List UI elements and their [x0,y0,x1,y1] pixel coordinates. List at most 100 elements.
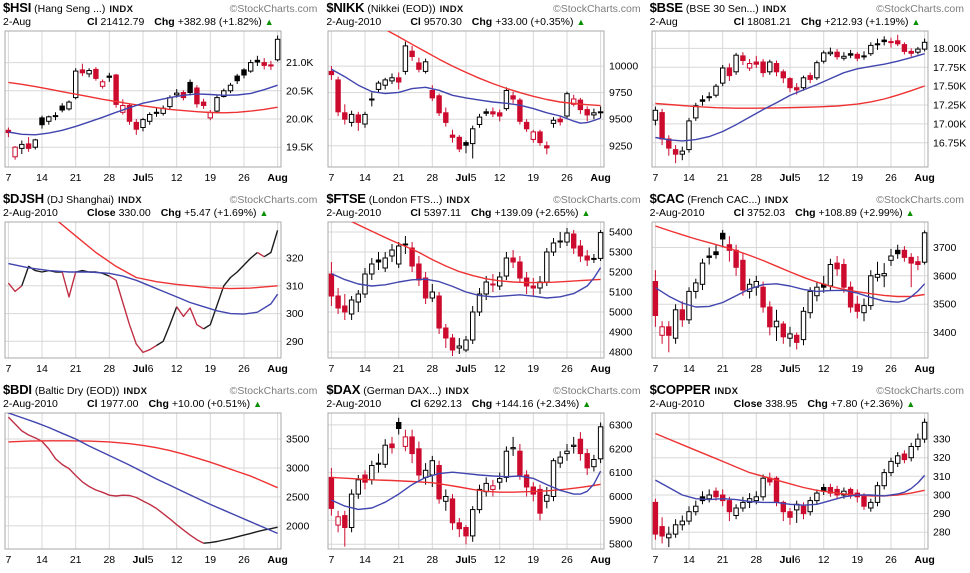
change-label: Chg [154,16,175,28]
svg-text:Aug: Aug [914,363,934,375]
svg-text:26: 26 [561,172,573,184]
chart-title-row: $HSI (Hang Seng ...) INDX ©StockCharts.com [3,1,321,16]
svg-text:21: 21 [393,363,405,375]
price-chart-copper[interactable]: 280 290 300 310 320 330 7 14 21 28 Jul6 12 19 26 Aug [647,411,970,573]
svg-text:28: 28 [750,363,762,375]
svg-text:3000: 3000 [286,463,310,475]
ticker-symbol[interactable]: $DAX [326,382,361,397]
index-type-label: INDX [764,195,789,206]
chart-title-row: $COPPER INDX ©StockCharts.com [650,383,968,398]
chart-panel-copper[interactable]: $COPPER INDX ©StockCharts.com 2-Aug-2010 Clo… [647,382,970,573]
chart-plot-area[interactable]: 5800 5900 6000 6100 6200 6300 7 14 21 28 Jul5 12 19 2… [323,411,646,573]
up-arrow-icon: ▲ [911,17,921,27]
up-arrow-icon: ▲ [264,17,274,27]
index-type-label: INDX [123,386,148,397]
ticker-symbol[interactable]: $HSI [3,0,32,15]
svg-text:21: 21 [393,172,405,184]
ticker-symbol[interactable]: $DJSH [3,191,44,206]
svg-text:19: 19 [204,363,216,375]
price-chart-hsi[interactable]: 19.5K 20.0K 20.5K 21.0K 7 14 21 28 Jul5 12 19 26 Aug [0,29,323,191]
ticker-symbol[interactable]: $BDI [3,382,32,397]
svg-text:7: 7 [5,363,11,375]
chart-plot-area[interactable]: 280 290 300 310 320 330 7 14 21 28 Jul6 12 19 26 Aug [647,411,970,573]
chart-panel-cac[interactable]: $CAC (French CAC...) INDX ©StockCharts.com 2… [647,191,970,382]
close-value: 21412.79 [100,16,145,28]
ticker-symbol[interactable]: $NIKK [326,0,365,15]
chart-panel-dax[interactable]: $DAX (German DAX...) INDX ©StockCharts.com 2… [323,382,646,573]
svg-text:28: 28 [427,554,439,566]
price-chart-dax[interactable]: 5800 5900 6000 6100 6200 6300 7 14 21 28 Jul5 12 19 2… [323,411,646,573]
chart-title-row: $NIKK (Nikkei (EOD)) INDX ©StockCharts.com [326,1,644,16]
chart-header: $DJSH (DJ Shanghai) INDX ©StockCharts.com 2-… [0,191,323,220]
chart-plot-area[interactable]: 4800 4900 5000 5100 5200 5300 5400 7 14 21 28 Jul5 1… [323,220,646,382]
chart-plot-area[interactable]: 19.5K 20.0K 20.5K 21.0K 7 14 21 28 Jul5 12 19 26 Aug [0,29,323,191]
svg-text:19: 19 [851,172,863,184]
svg-text:6200: 6200 [609,443,633,455]
chart-plot-area[interactable]: 16.75K 17.00K 17.25K 17.50K 17.75K 18.00K 7 14 2… [647,29,970,191]
svg-text:3500: 3500 [933,299,957,311]
price-chart-djsh[interactable]: 290 300 310 320 7 14 21 28 Jul6 12 19 26 Aug [0,220,323,382]
svg-text:20.0K: 20.0K [286,114,313,126]
chart-plot-area[interactable]: 3400 3500 3600 3700 7 14 21 28 Jul5 12 19 26 Aug [647,220,970,382]
svg-text:Jul5: Jul5 [779,363,800,375]
quote-date: 2-Aug-2010 [649,398,705,410]
chart-panel-nikk[interactable]: $NIKK (Nikkei (EOD)) INDX ©StockCharts.com 2… [323,0,646,191]
chart-plot-area[interactable]: 2000 2500 3000 3500 7 14 21 28 Jul5 12 19 26 Aug [0,411,323,573]
svg-text:12: 12 [494,554,506,566]
change-value: +212.93 (+1.19%) [824,16,909,28]
svg-text:12: 12 [171,554,183,566]
close-value: 3752.03 [747,207,786,219]
chart-title-row: $DAX (German DAX...) INDX ©StockCharts.com [326,383,644,398]
change-value: +7.80 (+2.36%) [830,398,904,410]
svg-text:6000: 6000 [609,491,633,503]
chart-panel-ftse[interactable]: $FTSE (London FTS...) INDX ©StockCharts.com… [323,191,646,382]
svg-text:26: 26 [561,363,573,375]
chart-plot-area[interactable]: 9250 9500 9750 10000 7 14 21 28 Jul5 12 19 26 Aug [323,29,646,191]
price-chart-bse[interactable]: 16.75K 17.00K 17.25K 17.50K 17.75K 18.00K 7 14 2… [647,29,970,191]
ticker-symbol[interactable]: $BSE [649,0,683,15]
chart-quote-row: 2-Aug-2010 Close 338.95 Chg +7.80 (+2.36%) ▲ [650,398,968,411]
chart-panel-djsh[interactable]: $DJSH (DJ Shanghai) INDX ©StockCharts.com 2-… [0,191,323,382]
close-label: Cl [410,207,421,219]
chart-title-row: $CAC (French CAC...) INDX ©StockCharts.com [650,192,968,207]
svg-text:12: 12 [494,172,506,184]
price-chart-cac[interactable]: 3400 3500 3600 3700 7 14 21 28 Jul5 12 19 26 Aug [647,220,970,382]
quote-date: 2-Aug [3,16,32,28]
chart-panel-bse[interactable]: $BSE (BSE 30 Sen...) INDX ©StockCharts.com 2… [647,0,970,191]
svg-text:4900: 4900 [609,327,633,339]
up-arrow-icon: ▲ [253,399,263,409]
svg-text:26: 26 [238,172,250,184]
svg-text:3700: 3700 [933,242,957,254]
svg-text:Jul5: Jul5 [132,554,153,566]
index-name: (BSE 30 Sen...) [685,3,759,15]
ticker-symbol[interactable]: $CAC [649,191,685,206]
svg-text:300: 300 [933,490,951,502]
chart-panel-bdi[interactable]: $BDI (Baltic Dry (EOD)) INDX ©StockCharts.c… [0,382,323,573]
price-chart-bdi[interactable]: 2000 2500 3000 3500 7 14 21 28 Jul5 12 19 26 Aug [0,411,323,573]
chart-plot-area[interactable]: 290 300 310 320 7 14 21 28 Jul6 12 19 26 Aug [0,220,323,382]
change-value: +33.00 (+0.35%) [495,16,574,28]
svg-text:12: 12 [818,363,830,375]
chart-panel-hsi[interactable]: $HSI (Hang Seng ...) INDX ©StockCharts.com 2… [0,0,323,191]
price-chart-ftse[interactable]: 4800 4900 5000 5100 5200 5300 5400 7 14 21 28 Jul5 1… [323,220,646,382]
chart-quote-row: 2-Aug-2010 Close 330.00 Chg +5.47 (+1.69%) ▲ [3,207,321,220]
svg-text:330: 330 [933,434,951,446]
chart-header: $CAC (French CAC...) INDX ©StockCharts.com 2… [647,191,970,220]
watermark: ©StockCharts.com [552,194,641,206]
svg-text:17.50K: 17.50K [933,81,966,93]
chart-quote-row: 2-Aug-2010 Cl 9570.30 Chg +33.00 (+0.35%) ▲ [326,16,644,29]
svg-text:21: 21 [70,172,82,184]
up-arrow-icon: ▲ [906,399,916,409]
quote-date: 2-Aug-2010 [326,16,382,28]
price-chart-nikk[interactable]: 9250 9500 9750 10000 7 14 21 28 Jul5 12 19 26 Aug [323,29,646,191]
svg-text:7: 7 [5,554,11,566]
ticker-symbol[interactable]: $COPPER [649,382,711,397]
svg-text:16.75K: 16.75K [933,137,966,149]
ticker-symbol[interactable]: $FTSE [326,191,366,206]
svg-text:14: 14 [359,363,371,375]
svg-text:7: 7 [652,363,658,375]
svg-text:28: 28 [103,554,115,566]
close-label: Cl [733,16,745,28]
svg-text:17.25K: 17.25K [933,100,966,112]
